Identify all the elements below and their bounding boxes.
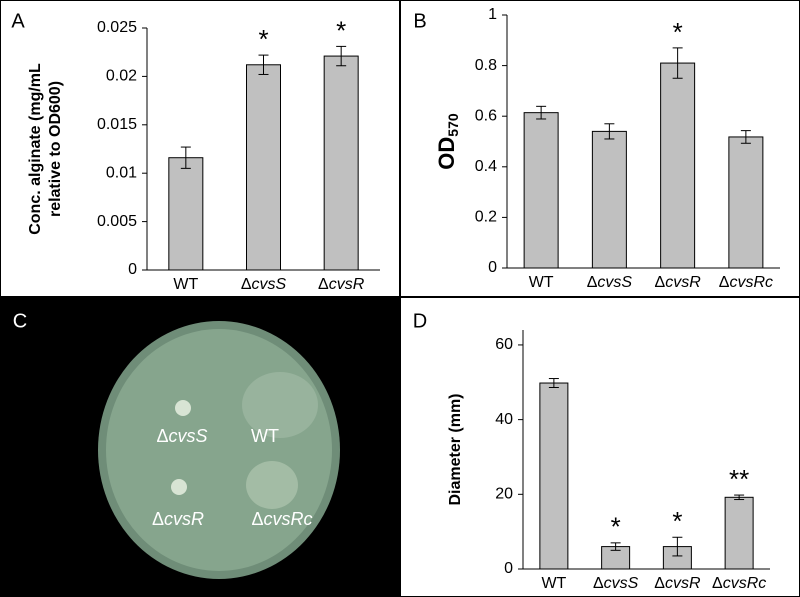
y-tick-label: 0.4 bbox=[475, 158, 497, 175]
y-tick-label: 0.8 bbox=[475, 57, 497, 74]
y-tick-label: 60 bbox=[495, 336, 513, 353]
significance-mark: * bbox=[336, 15, 346, 45]
y-tick-label: 40 bbox=[495, 411, 513, 428]
y-tick-label: 0.2 bbox=[475, 209, 497, 226]
bar bbox=[539, 382, 569, 570]
plate-label: ΔcvsRc bbox=[251, 509, 312, 529]
y-tick-label: 1 bbox=[488, 6, 497, 23]
label-part: Δ bbox=[719, 274, 730, 291]
bar bbox=[724, 496, 754, 570]
error-bar bbox=[672, 536, 683, 557]
panel-label: D bbox=[413, 310, 427, 332]
label-part: Δ bbox=[655, 274, 666, 291]
x-tick-label: ΔcvsR bbox=[655, 274, 702, 291]
significance-mark: * bbox=[673, 17, 683, 47]
error-bar bbox=[740, 130, 751, 144]
significance-mark: ** bbox=[729, 464, 749, 494]
y-tick-label: 0.01 bbox=[106, 164, 137, 181]
y-tick-label: 0.02 bbox=[106, 68, 137, 85]
label-part: cvsR bbox=[665, 274, 701, 291]
y-tick-label: 0.6 bbox=[475, 107, 497, 124]
label-part: cvsS bbox=[169, 426, 208, 446]
error-bar bbox=[610, 542, 621, 551]
plate-label: WT bbox=[251, 426, 279, 446]
label-part: Δ bbox=[712, 575, 723, 592]
label-part: Δ bbox=[593, 575, 604, 592]
y-tick-label: 0 bbox=[488, 259, 497, 276]
error-bar bbox=[734, 494, 745, 501]
y-tick-label: 0.025 bbox=[97, 19, 137, 36]
significance-mark: * bbox=[258, 24, 268, 54]
y-axis-label: Diameter (mm) bbox=[447, 393, 464, 505]
bar bbox=[323, 55, 359, 271]
label-part: Δ bbox=[654, 575, 665, 592]
label-part: cvsS bbox=[597, 274, 632, 291]
colony bbox=[175, 400, 191, 416]
colony bbox=[242, 372, 318, 438]
x-tick-label: WT bbox=[173, 276, 198, 293]
plate-label: ΔcvsR bbox=[152, 509, 204, 529]
panel-label: C bbox=[13, 310, 27, 332]
label-part: Δ bbox=[152, 509, 164, 529]
y-tick-label: 0 bbox=[128, 261, 137, 278]
label-part: Δ bbox=[241, 276, 252, 293]
x-tick-label: ΔcvsS bbox=[241, 276, 287, 293]
label-part: cvsR bbox=[164, 509, 204, 529]
x-tick-label: WT bbox=[529, 274, 554, 291]
error-bar bbox=[258, 54, 269, 75]
x-tick-label: ΔcvsS bbox=[593, 575, 639, 592]
y-axis-label-subscript: 570 bbox=[445, 113, 461, 137]
label-part: Δ bbox=[156, 426, 168, 446]
label-part: Δ bbox=[251, 509, 263, 529]
error-bar bbox=[536, 105, 547, 120]
label-part: cvsS bbox=[604, 575, 639, 592]
label-part: cvsRc bbox=[729, 274, 773, 291]
y-tick-label: 0.015 bbox=[97, 116, 137, 133]
label-part: cvsRc bbox=[264, 509, 313, 529]
label-part: cvsR bbox=[665, 575, 701, 592]
label-part: Δ bbox=[587, 274, 598, 291]
x-tick-label: ΔcvsRc bbox=[712, 575, 766, 592]
x-tick-label: ΔcvsS bbox=[587, 274, 633, 291]
bar bbox=[728, 136, 764, 269]
colony bbox=[171, 479, 187, 495]
plate bbox=[106, 329, 332, 571]
y-tick-label: 0 bbox=[504, 560, 513, 577]
label-part: cvsRc bbox=[723, 575, 767, 592]
x-tick-label: ΔcvsRc bbox=[719, 274, 773, 291]
y-axis-label: Conc. alginate (mg/mL bbox=[27, 63, 44, 235]
label-part: cvsS bbox=[252, 276, 287, 293]
y-tick-label: 0.005 bbox=[97, 213, 137, 230]
bar bbox=[168, 157, 204, 271]
y-tick-label: 20 bbox=[495, 486, 513, 503]
plate-label: ΔcvsS bbox=[156, 426, 207, 446]
x-tick-label: ΔcvsR bbox=[318, 276, 365, 293]
label-part: Δ bbox=[318, 276, 329, 293]
y-axis-label: relative to OD600) bbox=[47, 81, 64, 217]
error-bar bbox=[672, 47, 683, 79]
bar bbox=[660, 62, 696, 269]
error-bar bbox=[604, 123, 615, 140]
error-bar bbox=[336, 45, 347, 67]
error-bar bbox=[180, 146, 191, 169]
significance-mark: * bbox=[611, 512, 621, 542]
panel-label: A bbox=[11, 10, 25, 32]
colony bbox=[246, 461, 298, 509]
bar bbox=[523, 112, 559, 269]
x-tick-label: ΔcvsR bbox=[654, 575, 701, 592]
bar bbox=[591, 130, 627, 269]
panel-label: B bbox=[413, 10, 426, 32]
error-bar bbox=[548, 378, 559, 389]
significance-mark: * bbox=[672, 506, 682, 536]
x-tick-label: WT bbox=[541, 575, 566, 592]
label-part: cvsR bbox=[329, 276, 365, 293]
bar bbox=[246, 64, 281, 271]
